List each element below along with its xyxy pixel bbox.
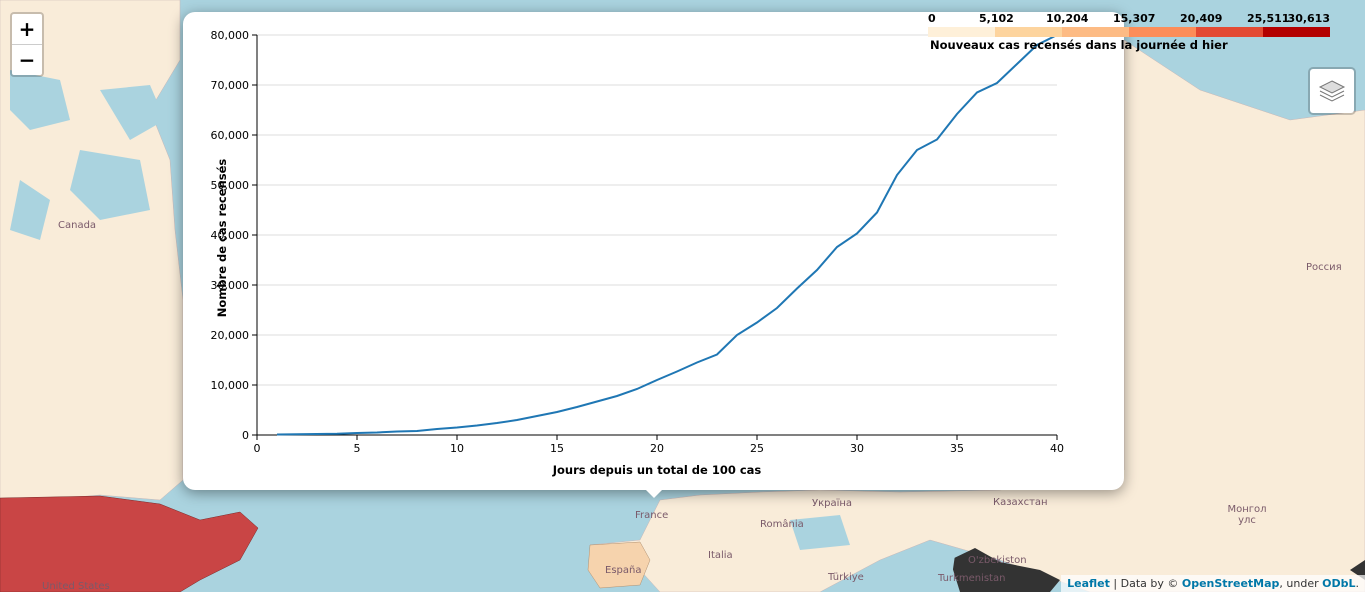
x-tick-label: 25: [750, 442, 764, 455]
legend-tick-label: 20,409: [1180, 12, 1223, 25]
y-tick-label: 10,000: [211, 379, 250, 392]
legend-tick-label: 15,307: [1113, 12, 1156, 25]
cases-line-chart: 0 10,000 20,000 30,000 40,000 50,000 60,000 70,…: [211, 29, 1065, 477]
layers-control-button[interactable]: [1308, 67, 1356, 115]
legend-swatch: [1263, 27, 1330, 37]
y-tick-label: 0: [242, 429, 249, 442]
y-tick-label: 20,000: [211, 329, 250, 342]
y-axis-label: Nombre de cas recensés: [215, 159, 229, 318]
attribution-separator: | Data by ©: [1109, 577, 1182, 590]
x-tick-label: 5: [354, 442, 361, 455]
y-tick-label: 80,000: [211, 29, 250, 42]
label-ukraina: Україна: [812, 498, 853, 509]
leaflet-link[interactable]: Leaflet: [1067, 577, 1110, 590]
color-legend: 0 5,102 10,204 15,307 20,409 25,511 30,613 Nou…: [928, 10, 1332, 54]
legend-tick-label: 30,613: [1287, 12, 1330, 25]
label-espana: España: [605, 565, 642, 576]
x-tick-label: 35: [950, 442, 964, 455]
legend-tick-label: 0: [928, 12, 936, 25]
y-tick-label: 60,000: [211, 129, 250, 142]
legend-tick-label: 10,204: [1046, 12, 1089, 25]
legend-swatch: [1129, 27, 1196, 37]
chart-popup: [183, 12, 1124, 490]
y-tick-label: 30,000: [211, 279, 250, 292]
zoom-out-button[interactable]: −: [18, 48, 36, 72]
label-russia: Россия: [1306, 262, 1342, 273]
zoom-control: + −: [10, 12, 44, 77]
legend-swatch: [995, 27, 1062, 37]
legend-title: Nouveaux cas recensés dans la journée d …: [930, 38, 1228, 52]
attribution-under: , under: [1279, 577, 1323, 590]
caspian-sea: [935, 545, 955, 590]
attribution-end: .: [1355, 577, 1360, 590]
legend-tick-label: 5,102: [979, 12, 1014, 25]
y-tick-label: 50,000: [211, 179, 250, 192]
label-turkmenistan: Turkmenistan: [938, 573, 1006, 584]
label-italia: Italia: [708, 550, 733, 561]
label-uzbekistan: O'zbekiston: [968, 555, 1027, 566]
dark-region: [950, 548, 1060, 592]
series-line: [276, 34, 1058, 436]
x-tick-label: 40: [1050, 442, 1064, 455]
y-tick-label: 70,000: [211, 79, 250, 92]
legend-swatch: [1196, 27, 1263, 37]
legend-swatch: [928, 27, 995, 37]
zoom-in-button[interactable]: +: [12, 14, 42, 45]
x-axis-label: Jours depuis un total de 100 cas: [552, 463, 762, 477]
black-sea: [790, 515, 850, 550]
label-france: France: [635, 510, 669, 521]
y-tick-label: 40,000: [211, 229, 250, 242]
legend-swatch: [1062, 27, 1129, 37]
legend-color-bar: [928, 27, 1330, 37]
attribution: Leaflet | Data by © OpenStreetMap, under…: [1061, 575, 1365, 592]
spain-region: [587, 541, 651, 589]
x-tick-label: 20: [650, 442, 664, 455]
label-united-states: United States: [42, 581, 110, 592]
layers-icon: [1318, 80, 1346, 102]
label-canada: Canada: [58, 220, 97, 231]
x-tick-label: 30: [850, 442, 864, 455]
x-tick-label: 10: [450, 442, 464, 455]
popup-tip: [644, 488, 664, 498]
label-romania: România: [760, 519, 804, 530]
x-tick-label: 0: [254, 442, 261, 455]
label-mongolia: Монгол улс: [1227, 504, 1267, 526]
x-tick-label: 15: [550, 442, 564, 455]
label-kazakhstan: Казахстан: [993, 497, 1048, 508]
label-turkiye: Türkiye: [828, 572, 864, 583]
united-states-region: [0, 495, 259, 592]
osm-link[interactable]: OpenStreetMap: [1181, 577, 1280, 590]
legend-tick-label: 25,511: [1247, 12, 1290, 25]
odbl-link[interactable]: ODbL: [1322, 577, 1356, 590]
canada-islands: [10, 70, 165, 240]
